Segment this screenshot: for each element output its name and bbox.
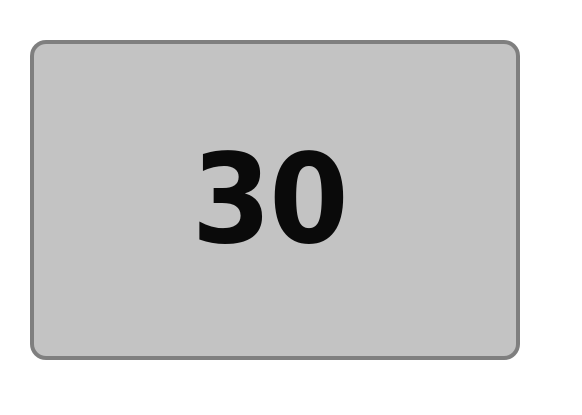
number-card: 30 — [30, 40, 520, 360]
card-number: 30 — [191, 128, 348, 272]
